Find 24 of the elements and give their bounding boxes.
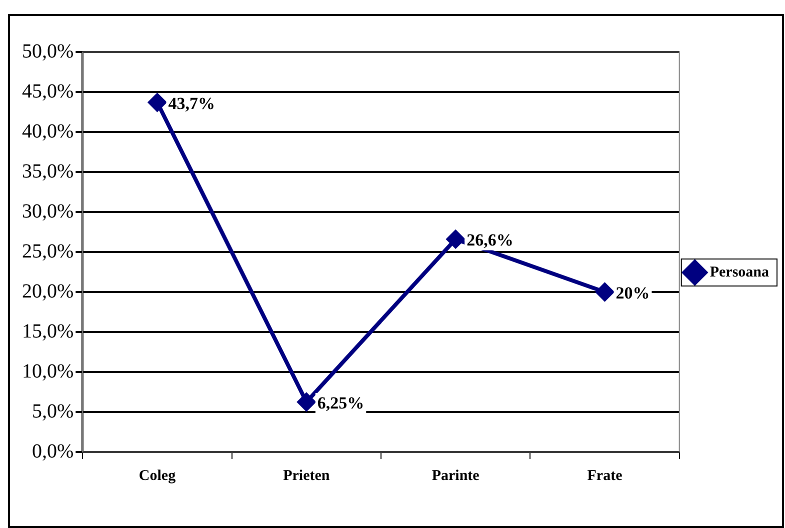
y-tick-label: 5,0% bbox=[32, 400, 74, 422]
y-tick-label: 35,0% bbox=[22, 160, 74, 182]
data-label: 6,25% bbox=[317, 393, 364, 412]
y-tick-label: 40,0% bbox=[22, 120, 74, 142]
y-tick-label: 15,0% bbox=[22, 320, 74, 342]
x-tick-label: Parinte bbox=[432, 468, 480, 484]
point bbox=[297, 393, 316, 411]
y-tick-label: 45,0% bbox=[22, 80, 74, 102]
y-tick-label: 25,0% bbox=[22, 240, 74, 262]
data-label: 43,7% bbox=[168, 94, 215, 113]
y-tick-label: 10,0% bbox=[22, 360, 74, 382]
x-tick-label: Prieten bbox=[283, 468, 330, 484]
y-tick-label: 50,0% bbox=[22, 40, 74, 62]
y-tick-label: 20,0% bbox=[22, 280, 74, 302]
y-tick-label: 30,0% bbox=[22, 200, 74, 222]
x-tick-label: Frate bbox=[587, 468, 623, 484]
y-tick-label: 0,0% bbox=[32, 440, 74, 462]
legend-label: Persoana bbox=[710, 264, 770, 280]
point bbox=[148, 93, 166, 112]
point bbox=[446, 230, 465, 248]
data-label: 26,6% bbox=[466, 230, 514, 250]
x-tick-label: Coleg bbox=[138, 468, 176, 484]
data-label: 20% bbox=[616, 283, 650, 302]
point bbox=[596, 283, 614, 301]
